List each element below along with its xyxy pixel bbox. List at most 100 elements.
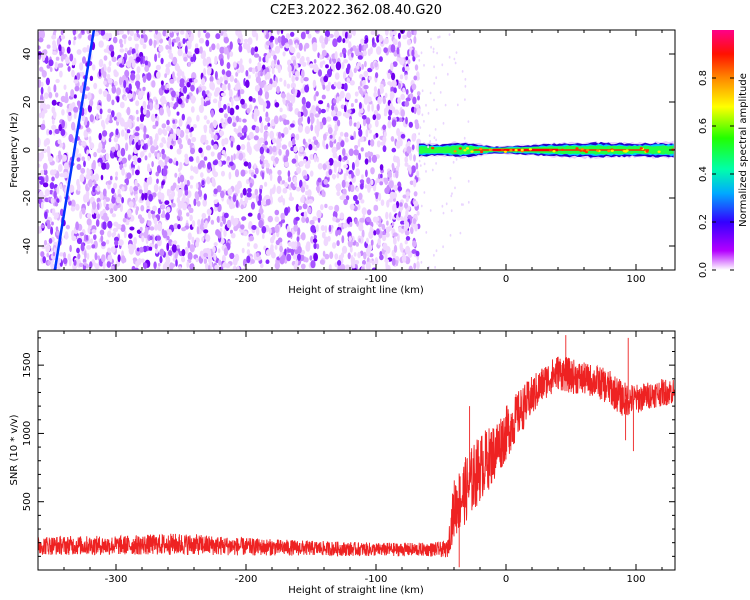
noise-blob xyxy=(194,43,199,49)
noise-blob xyxy=(169,101,174,108)
noise-blob xyxy=(336,240,340,247)
noise-blob xyxy=(42,256,46,264)
noise-blob xyxy=(347,109,352,114)
noise-blob xyxy=(292,59,297,67)
noise-blob xyxy=(299,179,303,188)
noise-blob xyxy=(259,116,263,124)
noise-blob xyxy=(76,49,82,55)
noise-blob xyxy=(266,52,272,59)
noise-blob xyxy=(297,111,302,118)
noise-blob xyxy=(95,113,99,121)
noise-blob xyxy=(130,245,134,253)
noise-blob xyxy=(120,129,125,137)
noise-blob xyxy=(134,132,140,137)
noise-blob xyxy=(118,30,125,35)
noise-blob xyxy=(251,30,257,38)
noise-blob xyxy=(181,256,186,263)
noise-blob xyxy=(169,145,173,150)
noise-blob xyxy=(203,30,207,34)
noise-blob xyxy=(141,235,145,243)
noise-blob xyxy=(279,77,283,82)
noise-blob xyxy=(177,224,181,230)
noise-blob xyxy=(149,235,153,241)
noise-blob xyxy=(279,245,283,253)
noise-blob xyxy=(287,241,293,247)
noise-blob xyxy=(196,114,200,122)
noise-blob xyxy=(149,226,155,231)
noise-blob xyxy=(206,208,212,215)
noise-blob xyxy=(156,152,160,161)
y-tick-label: -20 xyxy=(22,190,33,206)
noise-blob xyxy=(101,162,107,170)
noise-blob xyxy=(397,233,400,242)
noise-blob xyxy=(216,185,222,193)
noise-blob xyxy=(364,184,368,189)
noise-blob xyxy=(357,55,363,60)
faint-speck xyxy=(456,103,459,107)
noise-blob xyxy=(158,44,164,53)
noise-blob xyxy=(178,266,182,270)
noise-blob xyxy=(226,219,232,229)
noise-blob xyxy=(108,44,114,52)
noise-blob xyxy=(136,247,140,252)
noise-blob xyxy=(337,229,341,236)
noise-blob xyxy=(368,129,372,134)
noise-blob xyxy=(140,205,145,212)
y-tick-label: 1500 xyxy=(22,352,33,377)
noise-blob xyxy=(354,260,360,265)
signal-hotspot xyxy=(657,150,661,153)
noise-blob xyxy=(142,30,146,36)
noise-blob xyxy=(223,47,229,55)
noise-blob xyxy=(327,127,333,135)
faint-speck xyxy=(455,157,458,161)
noise-blob xyxy=(276,185,282,195)
noise-blob xyxy=(405,209,409,218)
noise-blob xyxy=(328,224,332,233)
noise-blob xyxy=(243,42,249,50)
noise-blob xyxy=(166,235,170,241)
noise-blob xyxy=(283,126,289,135)
noise-blob xyxy=(95,219,100,227)
diagonal-trace-line xyxy=(53,30,96,270)
noise-blob xyxy=(122,217,127,223)
faint-speck xyxy=(425,170,427,173)
noise-blob xyxy=(322,84,326,90)
noise-blob xyxy=(229,51,234,57)
faint-speck xyxy=(455,51,458,54)
noise-blob xyxy=(153,183,159,193)
noise-blob xyxy=(397,186,403,192)
noise-blob xyxy=(127,30,130,35)
noise-blob xyxy=(332,38,338,48)
noise-blob xyxy=(295,71,300,77)
noise-blob xyxy=(159,107,164,116)
noise-blob xyxy=(201,212,207,219)
noise-blob xyxy=(189,207,194,213)
noise-blob xyxy=(392,252,396,259)
noise-blob xyxy=(229,41,233,50)
noise-blob xyxy=(236,144,241,151)
noise-blob xyxy=(377,173,381,180)
noise-blob xyxy=(390,136,395,142)
signal-hotspot xyxy=(514,148,518,152)
noise-blob xyxy=(348,148,354,157)
noise-blob xyxy=(332,216,337,222)
noise-blob xyxy=(73,112,77,119)
colorbar-tick-label: 0.0 xyxy=(698,262,709,278)
noise-blob xyxy=(134,267,139,270)
noise-blob xyxy=(400,133,406,139)
noise-blob xyxy=(229,74,234,83)
noise-blob xyxy=(308,143,313,151)
noise-blob xyxy=(238,44,243,53)
noise-blob xyxy=(139,37,145,46)
noise-blob xyxy=(110,49,115,58)
noise-blob xyxy=(72,39,76,46)
noise-blob xyxy=(251,67,256,74)
noise-blob xyxy=(343,155,348,161)
noise-blob xyxy=(91,244,96,249)
noise-blob xyxy=(166,125,171,132)
noise-blob xyxy=(274,224,280,234)
noise-blob xyxy=(137,214,143,220)
noise-blob xyxy=(355,186,360,192)
noise-blob xyxy=(246,191,252,198)
